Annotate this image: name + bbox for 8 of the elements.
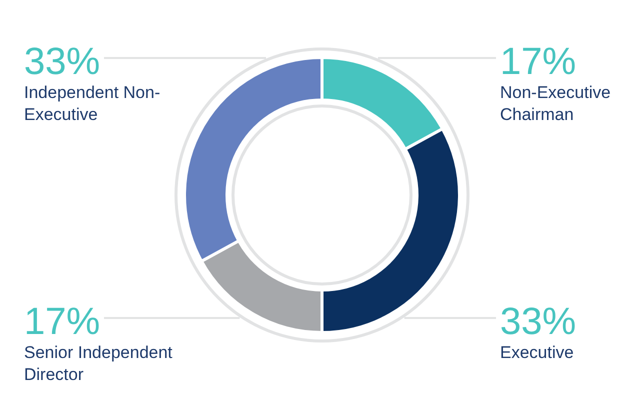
data-label: 17% bbox=[24, 301, 100, 343]
data-label: 33% bbox=[24, 41, 100, 83]
slice-label: Independent Non-Executive bbox=[24, 83, 160, 124]
slice-label: Senior Independent Director bbox=[24, 343, 173, 384]
data-label: 33% bbox=[500, 301, 576, 343]
data-label: 17% bbox=[500, 41, 576, 83]
slice-label: Non-Executive Chairman bbox=[500, 83, 611, 124]
slice-label: Executive bbox=[500, 343, 574, 362]
